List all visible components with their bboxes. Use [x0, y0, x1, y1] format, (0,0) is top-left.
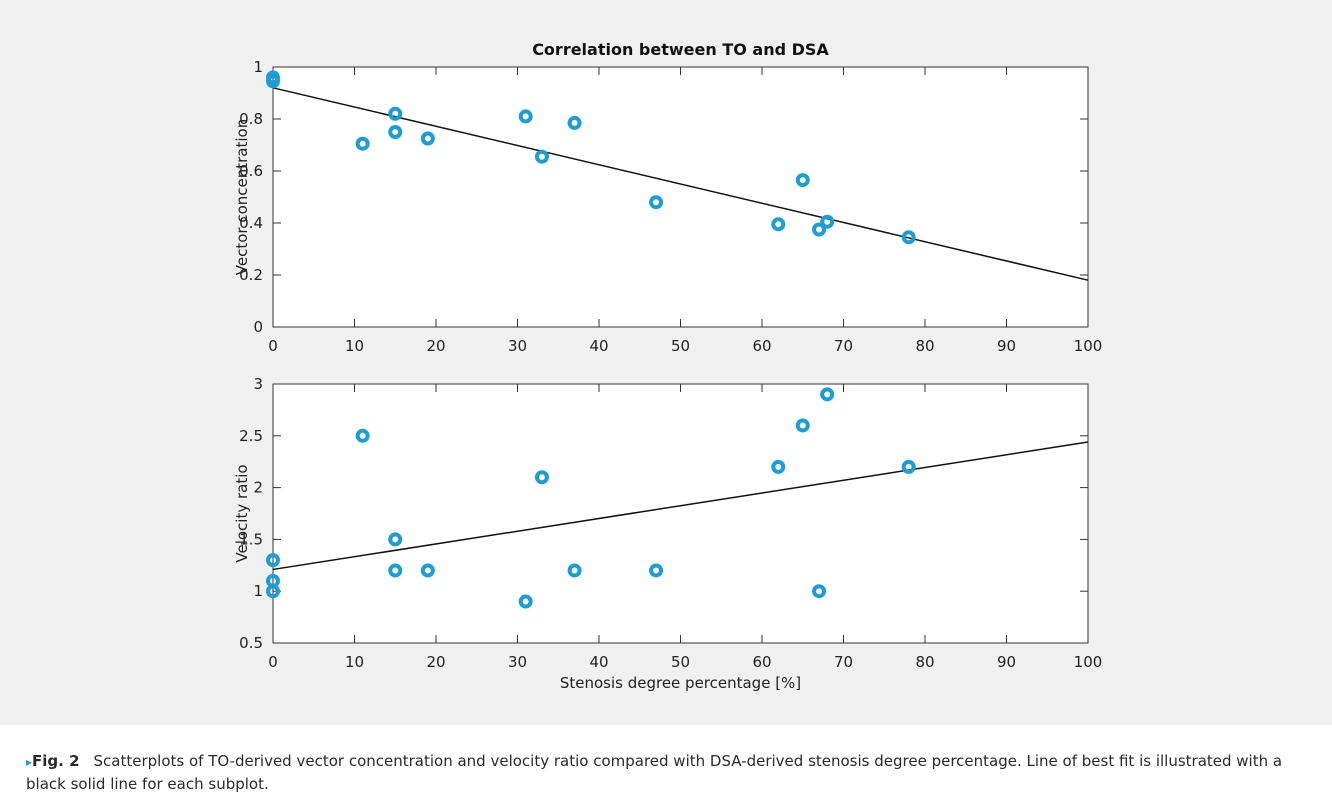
velocity-ratio-y-tick-label: 1.5	[239, 530, 263, 548]
velocity-ratio-data-point	[771, 459, 786, 474]
velocity-ratio-x-tick-label: 0	[268, 653, 278, 671]
vector-concentration-x-tick-label: 50	[671, 337, 690, 355]
velocity-ratio-x-tick-label: 40	[589, 653, 608, 671]
velocity-ratio-x-tick-label: 60	[752, 653, 771, 671]
vector-concentration-data-point	[388, 125, 403, 139]
velocity-ratio-x-tick-label: 80	[915, 653, 934, 671]
vector-concentration-y-tick-label: 1	[253, 58, 263, 76]
vector-concentration-x-tick-label: 70	[834, 337, 853, 355]
vector-concentration-y-axis-label: Vector concentration	[233, 119, 251, 275]
velocity-ratio-data-point	[534, 470, 549, 485]
vector-concentration-data-point	[820, 214, 835, 229]
vector-concentration-data-point	[771, 217, 786, 232]
vector-concentration-plot-frame	[272, 66, 1089, 328]
vector-concentration-y-tick-label: 0.2	[239, 266, 263, 284]
vector-concentration-chart-title: Correlation between TO and DSA	[532, 40, 829, 59]
vector-concentration-x-tick-label: 60	[752, 337, 771, 355]
vector-concentration-y-tick-label: 0	[253, 318, 263, 336]
velocity-ratio-data-point	[388, 563, 403, 578]
velocity-ratio-x-tick-label: 20	[426, 653, 445, 671]
velocity-ratio-data-point	[420, 563, 435, 578]
vector-concentration-x-tick-label: 90	[997, 337, 1016, 355]
velocity-ratio-y-tick-label: 3	[253, 375, 263, 393]
velocity-ratio-x-tick-label: 70	[834, 653, 853, 671]
caption-arrow-icon: ▸	[26, 755, 33, 769]
velocity-ratio-y-tick-label: 2.5	[239, 427, 263, 445]
vector-concentration-y-tick-label: 0.4	[239, 214, 263, 232]
velocity-ratio-data-point	[355, 428, 370, 443]
vector-concentration-data-point	[420, 131, 435, 146]
vector-concentration-data-point	[266, 74, 280, 89]
velocity-ratio-data-point	[266, 553, 280, 568]
vector-concentration-x-tick-label: 10	[345, 337, 364, 355]
vector-concentration-data-point	[649, 195, 664, 210]
velocity-ratio-data-point	[812, 584, 827, 599]
velocity-ratio-x-tick-label: 100	[1074, 653, 1103, 671]
velocity-ratio-data-point	[388, 532, 403, 547]
vector-concentration-fit-line	[272, 87, 1089, 281]
caption-label: Fig. 2	[32, 752, 80, 770]
vector-concentration-data-point	[355, 136, 370, 151]
vector-concentration-data-point	[901, 230, 916, 245]
vector-concentration-data-point	[518, 109, 533, 124]
vector-concentration-x-tick-label: 40	[589, 337, 608, 355]
vector-concentration-data-point	[567, 115, 582, 130]
velocity-ratio-y-tick-label: 1	[253, 582, 263, 600]
vector-concentration-y-tick-label: 0.8	[239, 110, 263, 128]
vector-concentration-x-tick-label: 80	[915, 337, 934, 355]
figure-chart: 0 10 20 30 40 50 60 70 80 90 10000.20.40.60.81Corr…	[233, 40, 1102, 692]
velocity-ratio-x-tick-label: 30	[508, 653, 527, 671]
velocity-ratio-y-axis-label: Velocity ratio	[233, 464, 251, 562]
velocity-ratio-data-point	[518, 594, 533, 609]
vector-concentration-plot: 0 10 20 30 40 50 60 70 80 90 100 0 0.2 0.4 0.6 0.8 1 Corr…	[233, 40, 1102, 355]
velocity-ratio-data-point	[567, 563, 582, 578]
velocity-ratio-x-tick-label: 50	[671, 653, 690, 671]
velocity-ratio-data-point	[795, 418, 810, 433]
vector-concentration-x-tick-label: 100	[1074, 337, 1103, 355]
velocity-ratio-fit-line	[272, 441, 1089, 571]
velocity-ratio-y-tick-label: 2	[253, 479, 263, 497]
vector-concentration-data-point	[388, 106, 403, 121]
velocity-ratio-data-point	[266, 584, 280, 599]
vector-concentration-data-point	[795, 173, 810, 188]
velocity-ratio-plot-frame	[272, 383, 1089, 644]
vector-concentration-y-tick-label: 0.6	[239, 162, 263, 180]
velocity-ratio-x-axis-label: Stenosis degree percentage [%]	[560, 674, 801, 692]
vector-concentration-data-point	[534, 149, 549, 164]
vector-concentration-data-point	[812, 222, 827, 237]
velocity-ratio-y-tick-label: 0.5	[239, 634, 263, 652]
caption-text: Scatterplots of TO-derived vector concen…	[26, 752, 1283, 793]
vector-concentration-x-tick-label: 20	[426, 337, 445, 355]
vector-concentration-x-tick-label: 30	[508, 337, 527, 355]
velocity-ratio-data-point	[649, 563, 664, 578]
figure-caption: ▸Fig. 2 Scatterplots of TO-derived vector…	[0, 740, 1332, 809]
vector-concentration-x-tick-label: 0	[268, 337, 278, 355]
velocity-ratio-data-point	[901, 459, 916, 474]
velocity-ratio-plot: 0 10 20 30 40 50 60 70 80 90 100 0.5 1 1.5 2 2.5 3 Veloci…	[233, 375, 1102, 692]
velocity-ratio-x-tick-label: 90	[997, 653, 1016, 671]
velocity-ratio-x-tick-label: 10	[345, 653, 364, 671]
velocity-ratio-data-point	[820, 387, 835, 402]
